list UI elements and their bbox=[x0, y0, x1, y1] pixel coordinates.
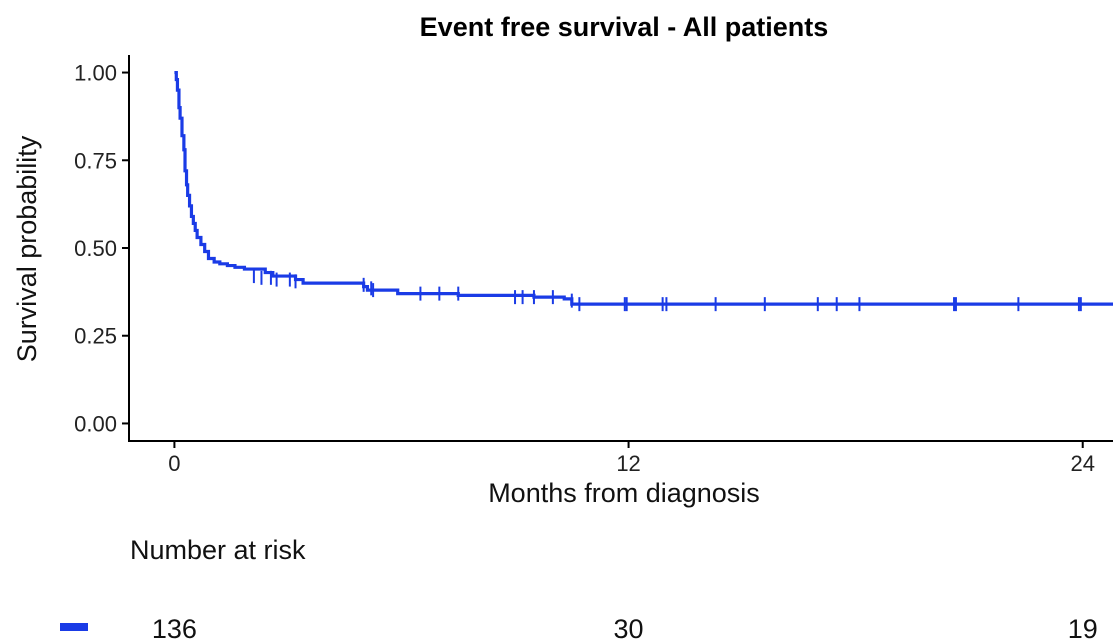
survival-curve bbox=[174, 70, 1113, 306]
y-tick-label: 1.00 bbox=[74, 61, 117, 86]
risk-count: 19 bbox=[1068, 614, 1098, 641]
x-tick-label: 12 bbox=[616, 451, 640, 476]
x-tick-label: 0 bbox=[168, 451, 180, 476]
y-tick-label: 0.50 bbox=[74, 236, 117, 261]
risk-strata-swatch bbox=[60, 623, 88, 631]
y-tick-label: 0.00 bbox=[74, 411, 117, 436]
risk-count: 136 bbox=[152, 614, 197, 641]
y-tick-label: 0.75 bbox=[74, 148, 117, 173]
x-axis-ticks: 0 12 24 bbox=[168, 441, 1095, 476]
x-axis-label: Months from diagnosis bbox=[488, 478, 760, 508]
risk-count: 30 bbox=[614, 614, 644, 641]
risk-counts: 136 30 19 bbox=[152, 614, 1098, 641]
series-layer bbox=[174, 70, 1113, 312]
y-axis-ticks: 0.00 0.25 0.50 0.75 1.00 bbox=[74, 61, 129, 436]
y-tick-label: 0.25 bbox=[74, 324, 117, 349]
x-tick-label: 24 bbox=[1070, 451, 1094, 476]
risk-table-title: Number at risk bbox=[130, 535, 306, 565]
y-axis-label: Survival probability bbox=[12, 135, 42, 362]
chart-title: Event free survival - All patients bbox=[420, 12, 829, 42]
